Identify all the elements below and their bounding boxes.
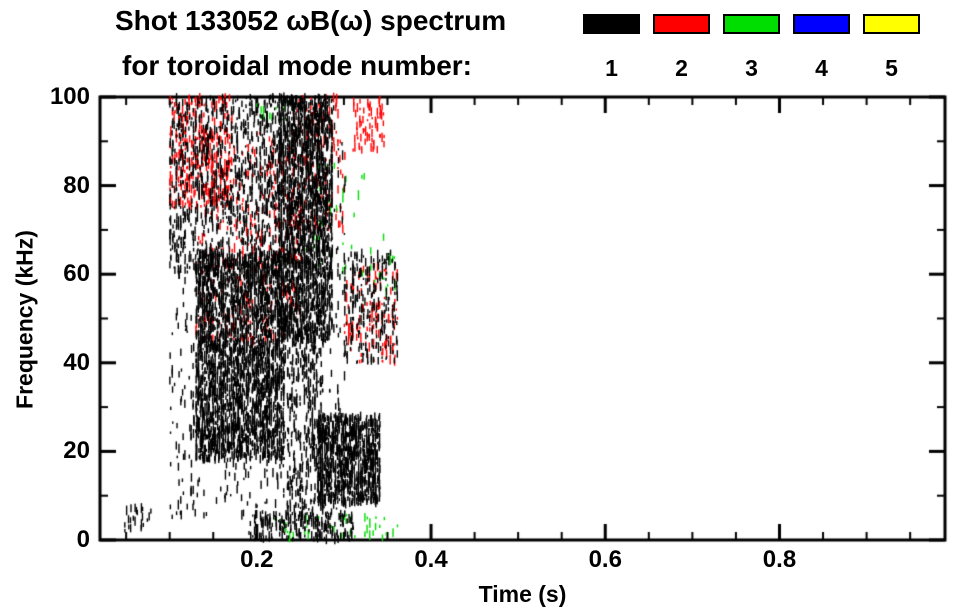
legend-swatch-mode-2: [653, 14, 710, 34]
y-tick-label-1: 20: [63, 437, 90, 465]
y-axis-label: Frequency (kHz): [11, 230, 38, 409]
y-tick-label-3: 60: [63, 260, 90, 288]
chart-title-line1: Shot 133052 ωB(ω) spectrum: [115, 5, 507, 36]
y-tick-label-0: 0: [76, 526, 90, 553]
legend-swatch-mode-3: [723, 14, 780, 34]
legend-swatch-mode-1: [583, 14, 640, 34]
y-tick-label-4: 80: [63, 171, 90, 199]
x-tick-label-3: 0.8: [762, 546, 797, 573]
x-tick-label-2: 0.6: [588, 546, 622, 573]
legend-label-mode-2: 2: [675, 55, 688, 81]
x-tick-label-0: 0.2: [240, 546, 274, 573]
y-tick-label-2: 40: [63, 348, 90, 376]
legend-label-mode-3: 3: [745, 55, 758, 81]
legend-label-mode-4: 4: [815, 55, 828, 81]
legend-swatch-mode-4: [793, 14, 850, 34]
x-axis-label: Time (s): [478, 581, 567, 607]
legend-label-mode-5: 5: [885, 55, 898, 81]
y-tick-label-5: 100: [49, 83, 90, 110]
x-tick-label-1: 0.4: [414, 546, 448, 573]
legend-label-mode-1: 1: [605, 55, 618, 81]
chart-title-line2: for toroidal mode number:: [122, 50, 472, 81]
legend-swatch-mode-5: [863, 14, 920, 34]
